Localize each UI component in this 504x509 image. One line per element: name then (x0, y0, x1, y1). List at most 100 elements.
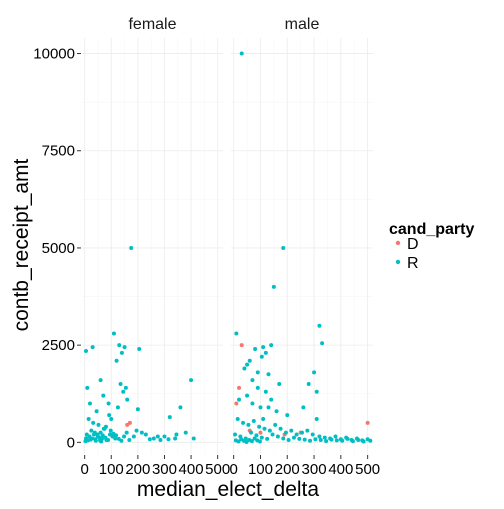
data-point-r (162, 434, 167, 439)
data-point-r (127, 438, 132, 443)
data-point-r (121, 389, 126, 394)
data-point-r (247, 358, 252, 363)
x-tick-label: 100 (248, 461, 273, 478)
data-point-r (300, 430, 304, 435)
data-point-r (257, 439, 262, 444)
data-point-r (250, 378, 255, 383)
data-point-r (277, 382, 282, 387)
data-point-r (91, 420, 96, 425)
legend-title: cand_party (389, 221, 474, 238)
data-point-r (236, 439, 241, 444)
data-point-r (83, 348, 88, 353)
data-point-r (250, 401, 255, 406)
data-point-r (189, 378, 194, 383)
data-point-r (100, 433, 105, 438)
data-point-r (129, 245, 134, 250)
data-point-r (239, 51, 244, 56)
data-point-r (174, 432, 179, 437)
data-point-r (90, 345, 95, 350)
data-point-r (249, 430, 254, 435)
data-point-r (191, 436, 196, 441)
data-point-r (262, 426, 267, 431)
data-point-r (368, 438, 373, 443)
data-point-r (322, 435, 327, 440)
data-point-r (278, 426, 283, 431)
data-point-r (117, 343, 122, 348)
data-point-r (283, 430, 288, 435)
data-point-d (258, 430, 263, 435)
data-point-r (320, 341, 325, 346)
data-point-r (235, 417, 240, 422)
data-point-r (94, 409, 99, 414)
data-point-r (269, 397, 274, 402)
data-point-r (101, 426, 106, 431)
data-point-r (134, 428, 139, 433)
data-point-r (123, 385, 128, 390)
data-point-r (233, 432, 238, 437)
data-point-r (101, 393, 106, 398)
data-point-r (135, 407, 140, 412)
legend-label-r: R (407, 255, 419, 272)
data-point-r (308, 438, 313, 443)
legend-key-d (395, 240, 401, 246)
data-point-r (88, 437, 93, 442)
data-point-r (237, 397, 242, 402)
data-point-r (317, 434, 322, 439)
data-point-r (253, 347, 258, 352)
data-point-r (166, 437, 171, 442)
data-point-r (294, 432, 299, 437)
data-point-r (285, 413, 290, 418)
data-point-d (239, 343, 244, 348)
data-point-r (361, 439, 366, 444)
data-point-r (301, 405, 306, 410)
data-point-r (107, 413, 112, 418)
data-point-r (265, 436, 270, 441)
data-point-r (122, 345, 127, 350)
data-point-d (125, 422, 130, 427)
data-point-r (86, 417, 91, 422)
x-tick-label: 200 (125, 461, 150, 478)
data-point-r (85, 385, 90, 390)
data-point-r (249, 439, 254, 444)
data-point-r (263, 389, 268, 394)
data-point-r (178, 405, 183, 410)
data-point-r (106, 401, 111, 406)
x-tick-label: 400 (179, 461, 204, 478)
x-tick-label: 500 (355, 461, 380, 478)
data-point-r (313, 437, 318, 442)
data-point-r (131, 434, 136, 439)
data-point-r (167, 415, 172, 420)
data-point-d (365, 420, 370, 425)
data-point-r (139, 430, 144, 435)
data-point-r (289, 428, 294, 433)
data-point-d (237, 385, 242, 390)
data-point-r (275, 434, 280, 439)
data-point-r (267, 428, 272, 433)
data-point-r (109, 417, 114, 422)
data-point-r (115, 405, 120, 410)
facet-label-male: male (285, 16, 320, 33)
data-point-r (246, 422, 251, 427)
y-tick-label: 2500 (42, 337, 75, 354)
data-point-r (251, 418, 256, 423)
data-point-r (125, 397, 130, 402)
data-point-r (291, 435, 296, 440)
data-point-r (263, 350, 268, 355)
data-point-r (119, 438, 124, 443)
data-point-r (124, 430, 129, 435)
data-point-r (274, 409, 279, 414)
facet-label-female: female (128, 16, 176, 33)
data-point-r (318, 438, 323, 443)
data-point-r (111, 331, 116, 336)
y-tick-label: 5000 (42, 240, 75, 257)
data-point-r (329, 437, 334, 442)
data-point-d (234, 401, 239, 406)
data-point-r (281, 245, 286, 250)
data-point-r (266, 372, 271, 377)
data-point-r (114, 358, 119, 363)
y-tick-label: 0 (67, 434, 75, 451)
data-point-r (255, 370, 260, 375)
data-point-r (95, 432, 100, 437)
data-point-r (151, 436, 156, 441)
x-tick-label: 300 (302, 461, 327, 478)
